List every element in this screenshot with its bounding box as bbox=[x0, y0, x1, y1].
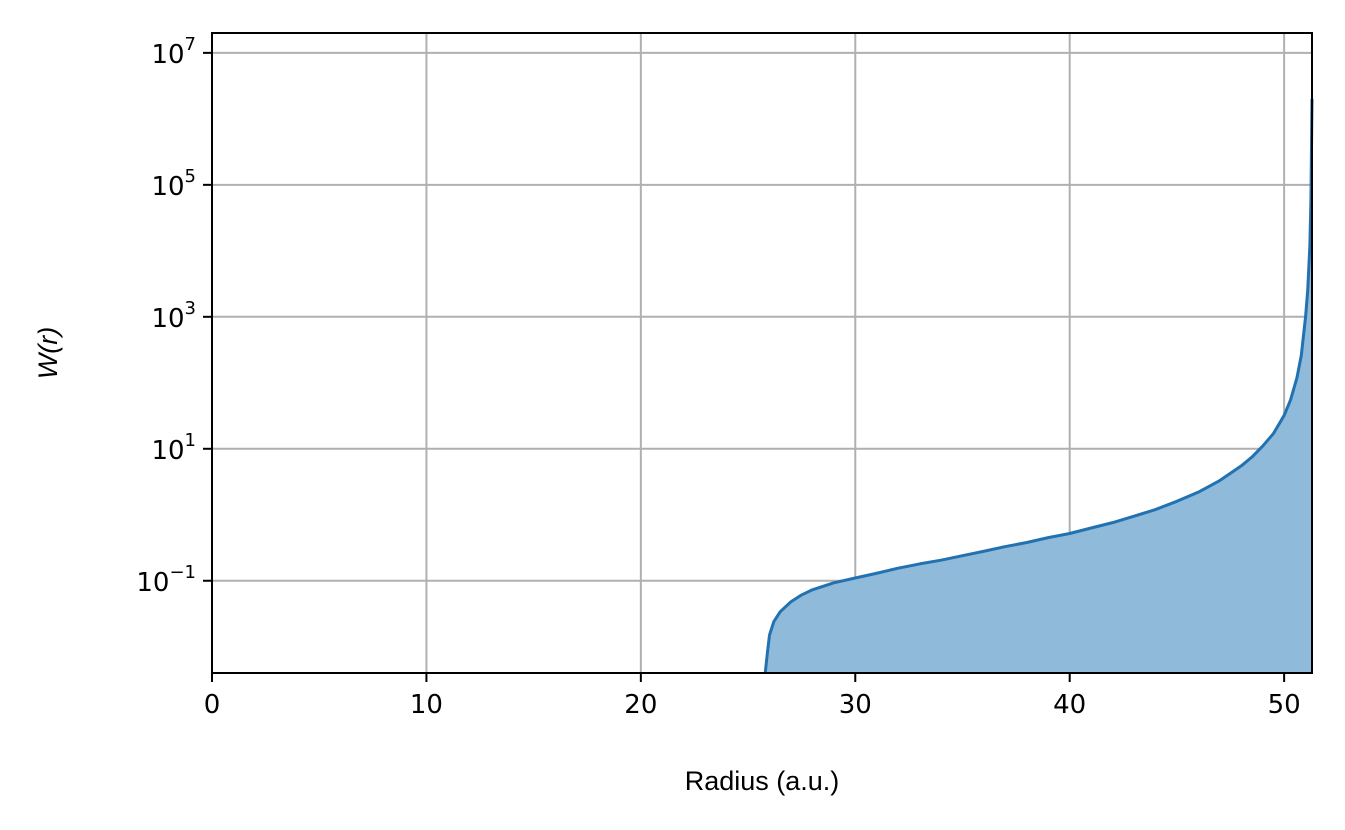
data-series bbox=[763, 98, 1314, 674]
y-tick-label: 101 bbox=[151, 430, 196, 466]
y-tick-exponent: 1 bbox=[185, 430, 196, 451]
y-axis-label: W(r) bbox=[33, 327, 63, 379]
y-tick-label: 10−1 bbox=[136, 562, 196, 598]
y-tick-label: 103 bbox=[151, 298, 196, 334]
y-tick-label: 107 bbox=[151, 34, 196, 70]
y-tick-base: 10 bbox=[151, 304, 184, 334]
x-tick-label: 40 bbox=[1053, 690, 1086, 720]
plot-frame bbox=[211, 32, 1313, 674]
y-tick-base: 10 bbox=[151, 436, 184, 466]
y-tick-base: 10 bbox=[151, 40, 184, 70]
series-fill-area bbox=[765, 98, 1312, 674]
y-tick-base: 10 bbox=[151, 172, 184, 202]
x-tick-label: 10 bbox=[410, 690, 443, 720]
x-tick-label: 20 bbox=[624, 690, 657, 720]
x-tick-label: 30 bbox=[839, 690, 872, 720]
series-line bbox=[763, 98, 1314, 674]
x-tick-label: 0 bbox=[204, 690, 221, 720]
y-tick-base: 10 bbox=[136, 568, 169, 598]
x-axis-label: Radius (a.u.) bbox=[685, 766, 840, 796]
y-tick-exponent: 3 bbox=[185, 298, 196, 319]
y-tick-exponent: 7 bbox=[185, 34, 196, 55]
y-tick-exponent: −1 bbox=[169, 562, 196, 583]
x-tick-label: 50 bbox=[1268, 690, 1301, 720]
y-tick-exponent: 5 bbox=[185, 166, 196, 187]
y-tick-label: 105 bbox=[151, 166, 196, 202]
